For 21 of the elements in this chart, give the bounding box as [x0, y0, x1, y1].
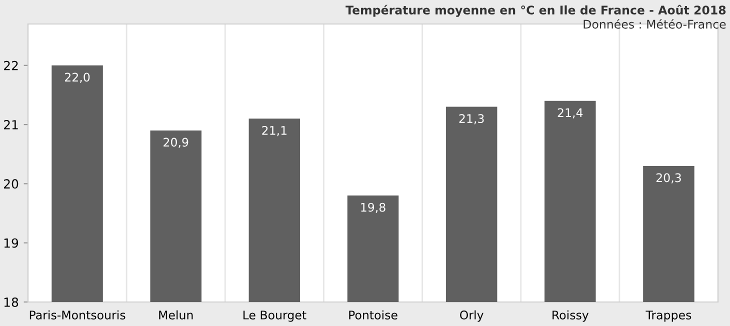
y-tick-label: 22 — [4, 60, 18, 70]
y-tick-label: 21 — [4, 120, 18, 130]
x-tick-label: Pontoise — [349, 310, 398, 320]
x-tick-label: Le Bourget — [243, 310, 306, 322]
x-tick-label: Roissy — [552, 310, 589, 322]
x-tick-label: Trappes — [646, 310, 692, 322]
data-label: 21,4 — [558, 108, 583, 118]
data-label: 21,1 — [262, 126, 286, 136]
data-label: 22,0 — [65, 72, 90, 83]
x-tick-label: Melun — [159, 310, 193, 320]
y-tick-label: 20 — [4, 179, 18, 189]
data-label: 19,8 — [361, 202, 386, 213]
y-tick-label: 19 — [4, 238, 18, 248]
annotation: Données : Météo-France — [584, 19, 726, 29]
x-tick-label: Orly — [460, 310, 484, 322]
data-label: 21,3 — [459, 114, 484, 124]
x-tick-label: Paris-Montsouris — [30, 310, 126, 320]
y-tick-label: 18 — [4, 297, 18, 307]
data-label: 20,3 — [656, 173, 681, 184]
data-label: 20,9 — [164, 138, 188, 148]
chart-title: Température moyenne en °C en Ile de France - Août 2018 — [346, 4, 726, 17]
